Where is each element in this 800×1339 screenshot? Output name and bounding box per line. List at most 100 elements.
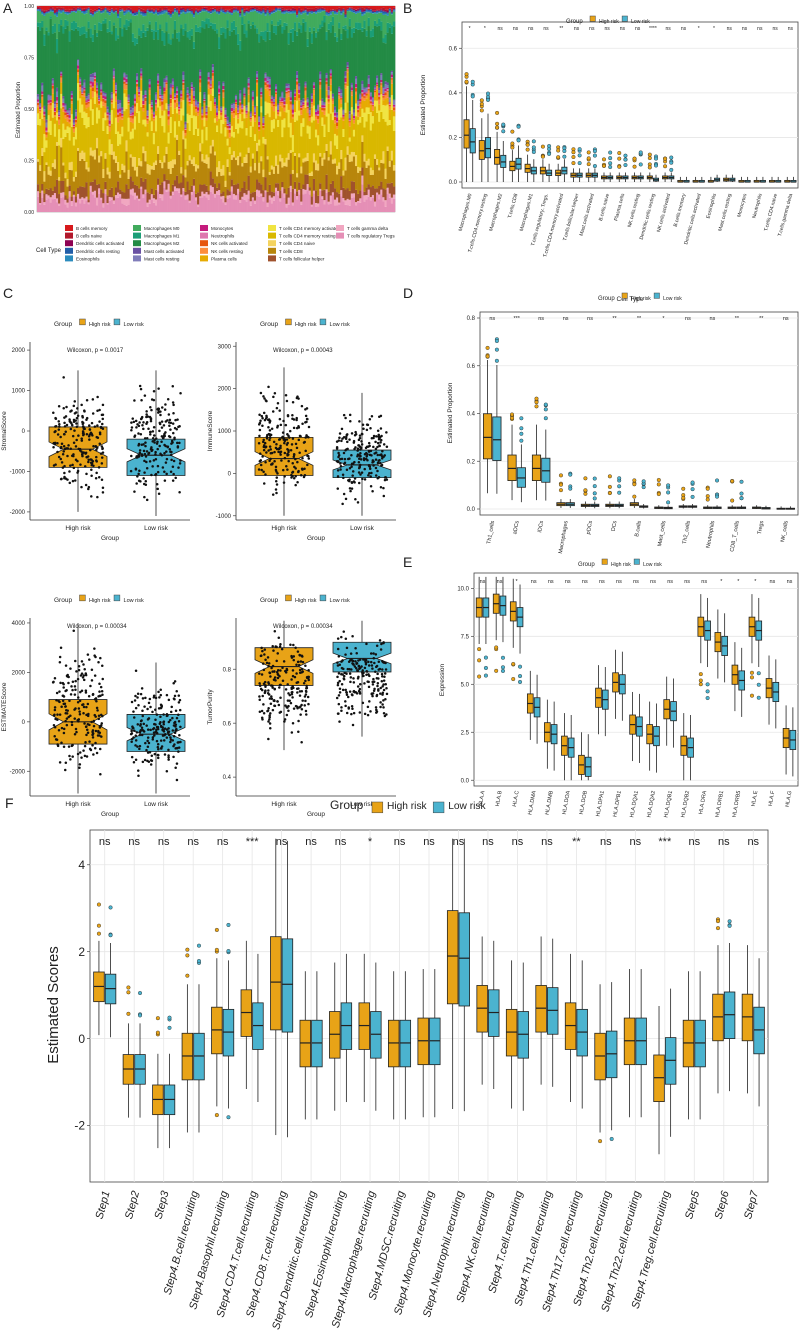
- A-stack-segment: [253, 203, 257, 212]
- A-stack-segment: [110, 99, 114, 101]
- A-stack-segment: [367, 87, 371, 89]
- A-stack-segment: [77, 68, 80, 70]
- A-stack-segment: [331, 192, 335, 195]
- A-stack-segment: [266, 156, 269, 160]
- A-stack-segment: [281, 193, 284, 212]
- C2-point: [368, 417, 372, 421]
- A-stack-segment: [289, 97, 293, 101]
- A-stack-segment: [106, 9, 109, 11]
- A-stack-segment: [47, 105, 50, 111]
- C2-point: [270, 462, 274, 466]
- A-stack-segment: [308, 115, 312, 118]
- A-stack-segment: [380, 73, 383, 75]
- A-stack-segment: [226, 116, 229, 121]
- A-stack-segment: [245, 162, 248, 190]
- A-stack-segment: [342, 128, 345, 137]
- C2-point: [296, 460, 299, 464]
- A-stack-segment: [62, 96, 65, 99]
- A-stack-segment: [123, 11, 126, 14]
- A-stack-segment: [361, 14, 364, 16]
- A-stack-segment: [264, 80, 267, 83]
- A-stack-segment: [209, 25, 213, 79]
- A-stack-segment: [367, 184, 371, 190]
- C1-point: [58, 423, 61, 426]
- A-stack-segment: [310, 6, 314, 9]
- A-stack-segment: [285, 112, 288, 158]
- A-stack-segment: [98, 7, 101, 10]
- A-stack-segment: [165, 9, 168, 11]
- A-stack-segment: [91, 191, 95, 195]
- A-legend-key: [65, 232, 73, 239]
- A-stack-segment: [106, 119, 109, 126]
- C1-point: [64, 415, 68, 418]
- A-stack-segment: [279, 10, 282, 11]
- A-stack-segment: [43, 15, 46, 35]
- A-stack-segment: [270, 24, 274, 96]
- A-stack-segment: [363, 13, 366, 15]
- B-low-outlier: [547, 151, 552, 156]
- A-stack-segment: [60, 108, 63, 138]
- A-stack-segment: [45, 162, 48, 165]
- A-stack-segment: [308, 187, 312, 191]
- C2-point: [292, 476, 296, 480]
- A-stack-segment: [340, 8, 343, 11]
- A-stack-segment: [357, 166, 360, 173]
- A-stack-segment: [224, 117, 227, 120]
- A-stack-segment: [68, 115, 71, 118]
- A-stack-segment: [39, 11, 42, 23]
- C1-point: [168, 418, 172, 422]
- A-stack-segment: [226, 166, 229, 190]
- A-stack-segment: [39, 9, 42, 11]
- A-stack-segment: [125, 205, 128, 212]
- C1-point: [143, 452, 147, 456]
- A-stack-segment: [331, 11, 335, 17]
- B-category-label: T.cells.gamma.delta: [777, 193, 794, 237]
- A-stack-segment: [243, 98, 246, 107]
- A-stack-segment: [382, 105, 385, 119]
- A-stack-segment: [129, 189, 133, 195]
- A-stack-segment: [138, 88, 141, 92]
- A-stack-segment: [55, 120, 59, 143]
- A-stack-segment: [251, 90, 255, 93]
- A-stack-segment: [260, 95, 263, 97]
- A-stack-segment: [298, 9, 301, 11]
- A-stack-segment: [192, 12, 196, 14]
- A-stack-segment: [213, 118, 217, 123]
- A-stack-segment: [154, 105, 158, 111]
- A-stack-segment: [129, 12, 133, 14]
- A-stack-segment: [194, 6, 198, 9]
- A-stack-segment: [348, 122, 352, 127]
- A-stack-segment: [37, 159, 40, 162]
- A-stack-segment: [241, 198, 244, 212]
- C1-point: [143, 471, 146, 474]
- A-stack-segment: [125, 83, 128, 86]
- A-stack-segment: [338, 162, 341, 169]
- A-stack-segment: [289, 101, 293, 105]
- A-stack-segment: [333, 163, 337, 189]
- A-stack-segment: [209, 89, 213, 95]
- A-stack-segment: [209, 22, 213, 26]
- A-stack-segment: [281, 119, 284, 138]
- A-stack-segment: [344, 11, 347, 14]
- A-stack-segment: [165, 84, 168, 90]
- A-stack-segment: [277, 120, 280, 128]
- A-stack-segment: [239, 99, 242, 101]
- A-stack-segment: [93, 29, 97, 73]
- B-significance: ns: [681, 26, 687, 32]
- C2-point: [261, 455, 264, 458]
- A-stack-segment: [135, 86, 139, 92]
- B-category-label: T.cells.CD4.naive: [763, 193, 779, 232]
- A-stack-segment: [133, 100, 137, 104]
- A-stack-segment: [245, 11, 248, 13]
- A-stack-segment: [165, 22, 168, 32]
- A-stack-segment: [49, 120, 53, 135]
- A-stack-segment: [336, 11, 339, 13]
- A-stack-segment: [157, 90, 160, 100]
- A-stack-segment: [382, 100, 385, 106]
- C1-point: [160, 454, 164, 457]
- A-stack-segment: [228, 132, 232, 138]
- A-stack-segment: [237, 183, 240, 189]
- A-stack-segment: [380, 13, 383, 22]
- A-stack-segment: [237, 10, 240, 12]
- A-stack-segment: [93, 103, 97, 150]
